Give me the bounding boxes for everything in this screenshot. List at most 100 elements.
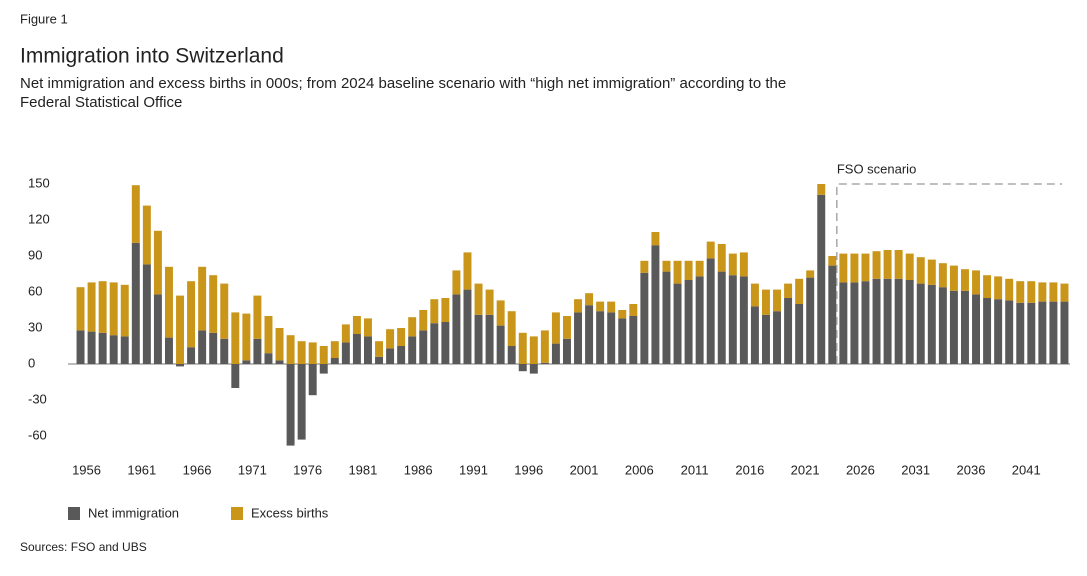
bar-segment — [872, 278, 881, 364]
bar-segment — [551, 312, 560, 344]
bar-segment — [994, 276, 1003, 300]
bar-segment — [585, 305, 594, 364]
x-tick-label: 2041 — [1012, 462, 1041, 477]
bar-segment — [562, 316, 571, 339]
bar-segment — [375, 341, 384, 357]
bar-segment — [540, 362, 549, 364]
bar-segment — [949, 265, 958, 291]
annotation: FSO scenario — [837, 161, 916, 176]
bar-segment — [651, 232, 660, 246]
bar-segment — [750, 306, 759, 364]
bar-segment — [209, 275, 218, 333]
bar-segment — [596, 311, 605, 364]
bar-segment — [728, 253, 737, 276]
bar-segment — [386, 329, 395, 349]
bar-segment — [231, 364, 240, 388]
bar-segment — [341, 342, 350, 364]
bar-segment — [905, 280, 914, 364]
bar-segment — [330, 341, 339, 358]
bar-segment — [441, 322, 450, 364]
bar-segment — [363, 318, 372, 337]
bar-segment — [949, 290, 958, 364]
bar-segment — [761, 314, 770, 364]
bar-segment — [375, 356, 384, 364]
bar-segment — [264, 353, 273, 364]
bar-segment — [916, 257, 925, 284]
bar-segment — [308, 364, 317, 396]
x-tick-label: 1961 — [127, 462, 156, 477]
bar-segment — [640, 272, 649, 364]
bar-segment — [994, 299, 1003, 364]
bar-segment — [673, 283, 682, 364]
bar-segment — [806, 270, 815, 278]
bar-segment — [352, 316, 361, 334]
bar-segment — [662, 271, 671, 364]
bar-segment — [319, 346, 328, 364]
chart-title: Immigration into Switzerland — [20, 45, 284, 68]
bar-segment — [551, 343, 560, 364]
bar-segment — [739, 276, 748, 364]
sources: Sources: FSO and UBS — [20, 540, 147, 554]
bar-segment — [795, 278, 804, 304]
bar-segment — [1060, 301, 1069, 364]
bar-segment — [319, 364, 328, 374]
bar-segment — [164, 337, 173, 364]
bar-segment — [784, 283, 793, 298]
bar-segment — [164, 266, 173, 338]
bar-segment — [750, 283, 759, 307]
bar-segment — [839, 282, 848, 364]
bar-segment — [153, 294, 162, 364]
x-tick-label: 1986 — [404, 462, 433, 477]
bar-segment — [452, 294, 461, 364]
bar-segment — [518, 332, 527, 364]
x-tick-label: 1971 — [238, 462, 267, 477]
bar-segment — [76, 330, 85, 364]
bar-segment — [728, 275, 737, 364]
x-tick-label: 1976 — [293, 462, 322, 477]
bar-segment — [408, 317, 417, 337]
bar-segment — [1016, 281, 1025, 303]
x-tick-label: 2001 — [570, 462, 599, 477]
bar-segment — [883, 250, 892, 279]
bar-segment — [828, 256, 837, 266]
bar-segment — [828, 265, 837, 364]
bar-segment — [142, 205, 151, 265]
bar-segment — [927, 259, 936, 285]
bar-segment — [142, 264, 151, 364]
bar-segment — [585, 293, 594, 306]
bar-segment — [706, 258, 715, 364]
bar-segment — [618, 318, 627, 364]
bar-segment — [109, 282, 118, 336]
bar-segment — [916, 283, 925, 364]
x-tick-label: 2011 — [681, 462, 709, 477]
x-tick-label: 1956 — [72, 462, 101, 477]
bar-segment — [507, 311, 516, 346]
bar-segment — [883, 278, 892, 364]
bar-segment — [695, 276, 704, 364]
bar-segment — [485, 289, 494, 315]
bar-segment — [1038, 282, 1047, 302]
bar-segment — [850, 282, 859, 364]
bar-segment — [983, 298, 992, 364]
bar-segment — [960, 269, 969, 291]
bar-segment — [242, 313, 251, 361]
bar-segment — [264, 316, 273, 354]
x-tick-label: 2031 — [901, 462, 930, 477]
y-tick-label: -60 — [28, 427, 47, 442]
bar-segment — [131, 242, 140, 364]
bar-segment — [960, 290, 969, 364]
bar-segment — [817, 184, 826, 195]
y-tick-label: 60 — [28, 283, 42, 298]
bar-segment — [1049, 301, 1058, 364]
bar-segment — [220, 338, 229, 364]
bar-segment — [187, 347, 196, 364]
bar-segment — [861, 281, 870, 364]
bar-segment — [507, 346, 516, 364]
bar-segment — [474, 283, 483, 315]
bar-segment — [441, 298, 450, 322]
y-tick-label: 120 — [28, 211, 50, 226]
y-tick-label: 90 — [28, 247, 42, 262]
bar-segment — [894, 278, 903, 364]
bar-segment — [352, 334, 361, 364]
